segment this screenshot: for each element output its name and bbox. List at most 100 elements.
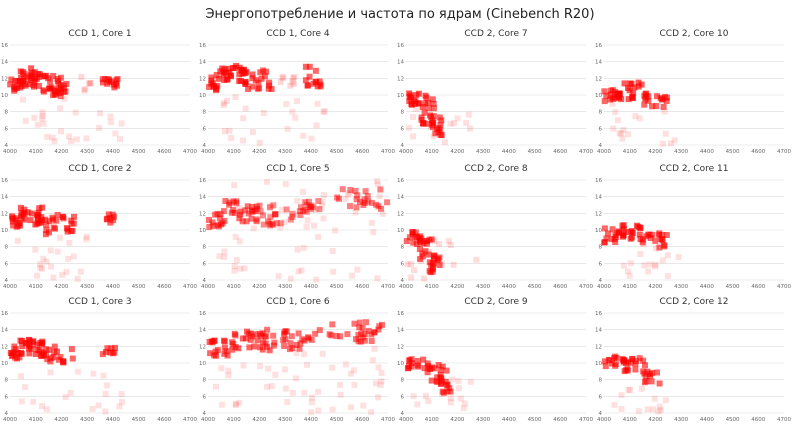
- data-point: [369, 357, 376, 364]
- data-point: [64, 226, 71, 233]
- data-point: [465, 111, 472, 118]
- data-point: [272, 371, 279, 378]
- y-tick-label: 8: [599, 245, 603, 251]
- data-point: [39, 217, 46, 224]
- data-point: [214, 347, 221, 354]
- x-tick-label: 4000: [201, 149, 215, 155]
- data-point: [652, 263, 659, 270]
- y-tick-label: 14: [199, 328, 206, 334]
- data-point: [231, 267, 238, 274]
- data-point: [54, 348, 60, 355]
- data-point: [267, 214, 274, 221]
- data-point: [607, 87, 614, 94]
- data-point: [54, 248, 61, 255]
- data-point: [28, 345, 35, 352]
- chart-panel: CCD 1, Core 5 4 6 8 10 12 14 16 4000 4100 4200 4300…: [199, 164, 395, 290]
- chart-panel: CCD 2, Core 10 4 6 8 10 12 14 16 4000 4100 4200 430…: [595, 29, 791, 155]
- data-point: [9, 214, 16, 221]
- y-tick-label: 4: [203, 278, 207, 284]
- data-point: [431, 252, 438, 259]
- x-tick-label: 4100: [227, 417, 241, 423]
- data-point: [90, 370, 97, 377]
- y-tick-label: 14: [595, 195, 602, 201]
- data-point: [294, 246, 301, 253]
- data-point: [108, 345, 115, 352]
- data-point: [444, 381, 451, 388]
- data-point: [404, 365, 411, 372]
- data-point: [97, 110, 104, 117]
- data-point: [460, 405, 467, 412]
- data-point: [231, 182, 238, 189]
- y-tick-label: 12: [595, 211, 602, 217]
- data-point: [107, 113, 114, 120]
- data-point: [438, 366, 444, 373]
- data-point: [83, 236, 90, 243]
- y-tick-label: 6: [599, 394, 603, 400]
- chart-panel: CCD 2, Core 12 4 6 8 10 12 14 16 4000 4100 4200 430…: [595, 297, 791, 423]
- data-point: [320, 215, 327, 222]
- data-point: [378, 370, 385, 376]
- data-point: [410, 114, 416, 120]
- data-point: [313, 122, 320, 129]
- data-point: [360, 334, 367, 341]
- data-point: [312, 330, 319, 337]
- x-tick-label: 4300: [476, 284, 490, 290]
- data-point: [421, 365, 428, 372]
- data-point: [268, 86, 275, 92]
- data-point: [289, 108, 296, 115]
- x-tick-label: 4000: [399, 284, 413, 290]
- data-point: [329, 406, 336, 413]
- data-point: [625, 386, 632, 393]
- data-point: [281, 219, 288, 226]
- y-tick-label: 10: [1, 228, 8, 234]
- data-point: [605, 230, 611, 237]
- data-point: [455, 377, 462, 384]
- data-point: [237, 265, 244, 272]
- data-point: [248, 215, 255, 222]
- data-point: [244, 328, 250, 335]
- data-point: [264, 343, 270, 350]
- data-point: [112, 130, 119, 137]
- data-point: [629, 93, 636, 100]
- data-point: [350, 367, 357, 374]
- data-point: [219, 219, 226, 226]
- data-point: [100, 372, 107, 379]
- data-point: [321, 192, 327, 198]
- data-point: [28, 210, 35, 217]
- y-tick-label: 8: [203, 245, 207, 251]
- data-point: [217, 68, 224, 75]
- data-point: [374, 181, 381, 188]
- data-point: [447, 388, 454, 395]
- data-point: [264, 383, 271, 390]
- data-point: [10, 222, 17, 229]
- data-point: [306, 63, 313, 70]
- y-tick-label: 12: [1, 344, 8, 350]
- data-point: [620, 262, 627, 269]
- data-point: [406, 234, 413, 241]
- data-point: [375, 364, 382, 371]
- data-point: [379, 321, 385, 328]
- data-point: [360, 402, 367, 409]
- data-point: [406, 98, 413, 105]
- x-tick-label: 4400: [502, 149, 516, 155]
- data-point: [46, 229, 52, 236]
- data-point: [58, 128, 64, 135]
- data-point: [374, 275, 381, 282]
- data-point: [302, 199, 309, 206]
- data-point: [52, 225, 58, 232]
- data-point: [675, 254, 682, 261]
- data-point: [22, 82, 29, 89]
- y-tick-label: 4: [5, 143, 9, 149]
- data-point: [48, 263, 55, 270]
- x-tick-label: 4200: [54, 417, 68, 423]
- data-point: [664, 273, 671, 280]
- x-tick-label: 4600: [355, 417, 369, 423]
- data-point: [356, 324, 363, 331]
- data-point: [260, 67, 267, 74]
- data-point: [249, 71, 256, 78]
- data-point: [418, 235, 425, 242]
- y-tick-label: 4: [203, 411, 207, 417]
- data-point: [236, 205, 243, 212]
- data-point: [103, 348, 109, 355]
- data-point: [277, 79, 284, 85]
